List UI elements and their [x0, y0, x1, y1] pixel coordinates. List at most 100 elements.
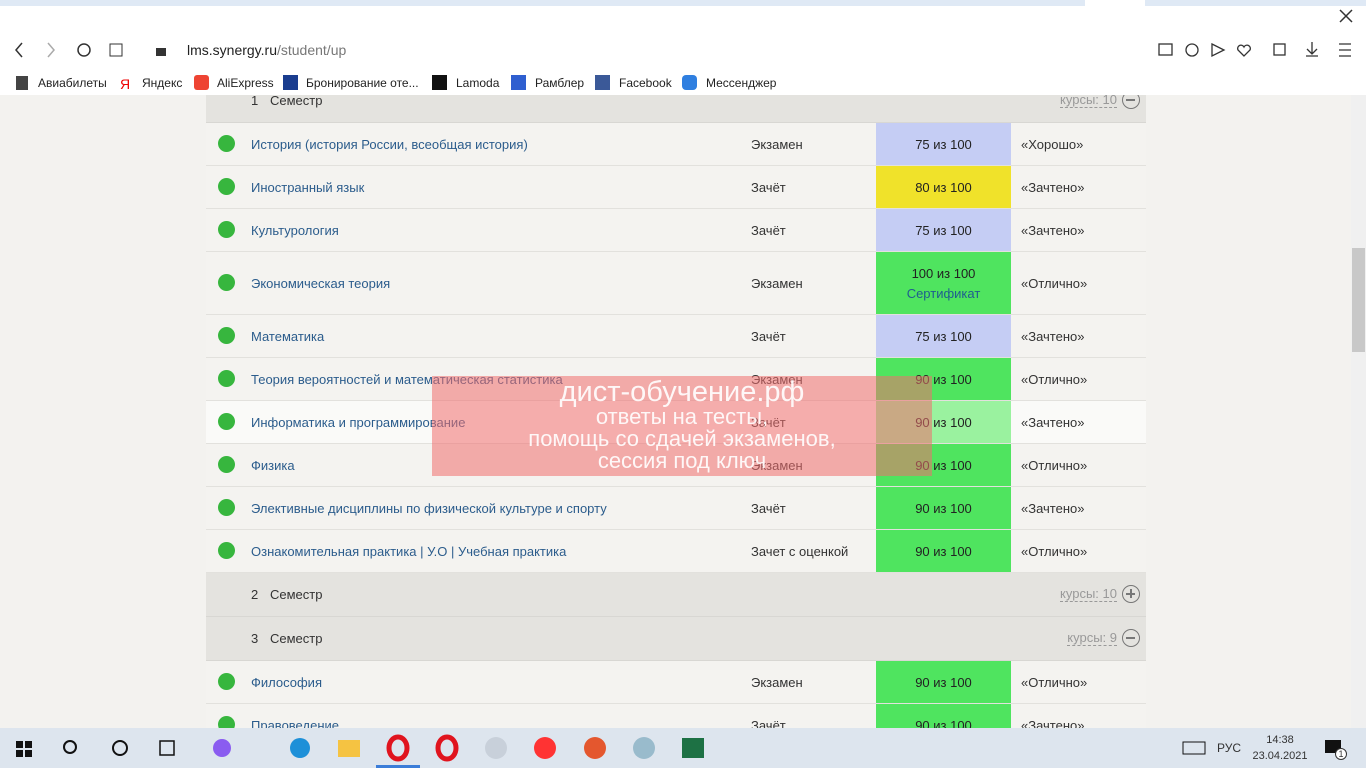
app-icon[interactable] — [584, 737, 606, 759]
status-dot — [218, 220, 235, 238]
keyboard-icon[interactable] — [1182, 741, 1206, 755]
grade: «Зачтено» — [1021, 500, 1085, 516]
cortana-icon[interactable] — [112, 740, 128, 756]
clock[interactable]: 14:38 23.04.2021 — [1250, 732, 1310, 764]
active-indicator — [376, 765, 420, 768]
explorer-icon[interactable] — [338, 740, 360, 757]
exam-type: Экзамен — [751, 674, 803, 690]
score-cell: 75 из 100 — [876, 123, 1011, 165]
course-name[interactable]: Физика — [251, 457, 295, 473]
course-row: Ознакомительная практика | У.О | Учебная… — [206, 530, 1146, 573]
bookmark[interactable]: Мессенджер — [706, 76, 777, 90]
semester-number: 3 — [251, 631, 259, 646]
alice-icon[interactable] — [213, 739, 231, 757]
courses-count[interactable]: курсы: 9 — [1067, 630, 1117, 646]
course-name[interactable]: История (история России, всеобщая истори… — [251, 136, 528, 152]
certificate-link[interactable]: Сертификат — [906, 285, 981, 301]
status-dot — [218, 326, 235, 344]
bookmark[interactable]: Facebook — [619, 76, 672, 90]
yandex-icon[interactable] — [534, 737, 556, 759]
task-view-icon[interactable] — [159, 740, 175, 756]
semester-header[interactable]: 3 Семестр курсы: 9 — [206, 617, 1146, 661]
exam-type: Зачёт — [751, 500, 786, 516]
opera-icon[interactable] — [386, 734, 410, 762]
status-dot — [218, 273, 235, 291]
taskbar: РУС 14:38 23.04.2021 1 — [0, 728, 1366, 768]
course-row: Философия Экзамен 90 из 100 «Отлично» — [206, 661, 1146, 704]
score-cell: 100 из 100 Сертификат — [876, 252, 1011, 314]
exam-type: Зачёт — [751, 179, 786, 195]
grade: «Зачтено» — [1021, 328, 1085, 344]
grade: «Зачтено» — [1021, 717, 1085, 729]
language[interactable]: РУС — [1217, 741, 1242, 755]
collapse-icon[interactable] — [1122, 629, 1140, 647]
reload-icon[interactable] — [77, 43, 91, 57]
bookmark[interactable]: AliExpress — [217, 76, 274, 90]
status-dot — [218, 455, 235, 473]
exam-type: Зачёт — [751, 717, 786, 729]
status-dot — [218, 177, 235, 195]
hp-icon[interactable] — [485, 737, 507, 759]
scrollbar[interactable] — [1351, 95, 1366, 728]
courses-count[interactable]: курсы: 10 — [1060, 586, 1117, 602]
course-name[interactable]: Математика — [251, 328, 325, 344]
semester-header[interactable]: 2 Семестр курсы: 10 — [206, 573, 1146, 617]
opera-icon-2[interactable] — [435, 734, 459, 762]
grade: «Отлично» — [1021, 543, 1088, 559]
course-name[interactable]: Экономическая теория — [251, 275, 391, 291]
course-name[interactable]: Правоведение — [251, 717, 339, 729]
expand-icon[interactable] — [1122, 585, 1140, 603]
bookmark[interactable]: Lamoda — [456, 76, 500, 90]
tabs-icon[interactable] — [109, 43, 123, 57]
paint-icon[interactable] — [633, 737, 655, 759]
icon-stroke — [1126, 99, 1135, 101]
score: 75 из 100 — [915, 136, 972, 152]
bookmark[interactable]: Авиабилеты — [38, 76, 107, 90]
edge-icon[interactable] — [290, 738, 310, 758]
score: 75 из 100 — [915, 222, 972, 238]
watermark-line: сессия под ключ — [597, 448, 767, 473]
address-bar[interactable]: lms.synergy.ru/student/up — [187, 42, 346, 58]
courses-count[interactable]: курсы: 10 — [1060, 95, 1117, 108]
semester-header[interactable]: 1 Семестр курсы: 10 — [206, 95, 1146, 123]
status-dot — [218, 412, 235, 430]
course-name[interactable]: Культурология — [251, 222, 339, 238]
search-icon[interactable] — [63, 740, 77, 754]
course-row: Культурология Зачёт 75 из 100 «Зачтено» — [206, 209, 1146, 252]
exam-type: Зачет с оценкой — [751, 543, 849, 559]
close-icon[interactable] — [1339, 9, 1353, 23]
bookmark[interactable]: Рамблер — [535, 76, 585, 90]
date: 23.04.2021 — [1252, 750, 1308, 762]
score: 90 из 100 — [915, 674, 972, 690]
collapse-icon[interactable] — [1122, 95, 1140, 109]
taskbar-icons — [16, 734, 1341, 768]
course-name[interactable]: Элективные дисциплины по физической куль… — [251, 500, 607, 516]
score-cell: 90 из 100 — [876, 704, 1011, 728]
start-button[interactable] — [16, 741, 32, 757]
status-dot — [218, 498, 235, 516]
course-name[interactable]: Философия — [251, 674, 322, 690]
excel-icon[interactable] — [682, 738, 704, 758]
score: 75 из 100 — [915, 328, 972, 344]
score: 80 из 100 — [915, 179, 972, 195]
score: 90 из 100 — [915, 717, 972, 729]
scroll-thumb[interactable] — [1352, 248, 1365, 352]
score-cell: 90 из 100 — [876, 661, 1011, 703]
course-name[interactable]: Ознакомительная практика | У.О | Учебная… — [251, 543, 567, 559]
course-name[interactable]: Информатика и программирование — [251, 414, 466, 430]
url-host: lms.synergy.ru — [187, 42, 277, 58]
semester-number: 2 — [251, 587, 259, 602]
semester-label: Семестр — [270, 587, 323, 602]
course-name[interactable]: Иностранный язык — [251, 179, 365, 195]
bookmark[interactable]: Яндекс — [142, 76, 183, 90]
bookmark[interactable]: Бронирование оте... — [306, 76, 419, 90]
exam-type: Экзамен — [751, 275, 803, 291]
forward-icon[interactable] — [47, 42, 55, 58]
status-dot — [218, 369, 235, 387]
extension-icons[interactable] — [1158, 42, 1351, 58]
back-icon[interactable] — [15, 42, 23, 58]
notification-count: 1 — [1335, 748, 1347, 760]
browser-chrome: Я lms.synergy.ru/student/up Авиабилеты Ян… — [0, 0, 1366, 95]
course-row: Правоведение Зачёт 90 из 100 «Зачтено» — [206, 704, 1146, 728]
